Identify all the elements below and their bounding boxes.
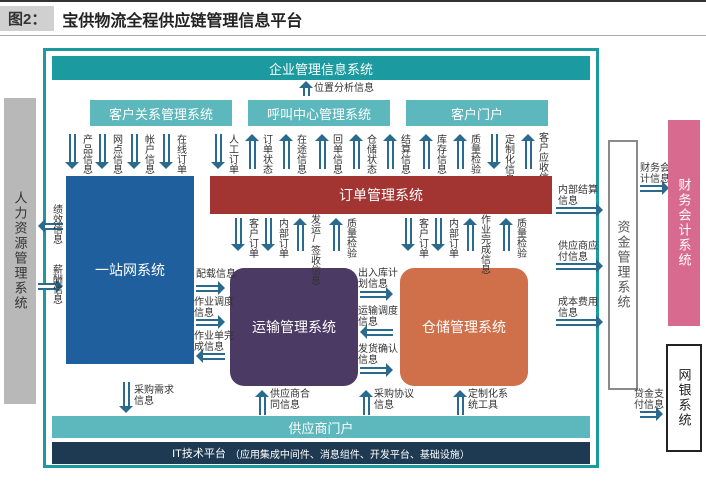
lbl-account: 帐户信息 — [142, 134, 153, 174]
arr-dr — [294, 218, 306, 251]
arr-alloc — [196, 282, 225, 294]
lbl-cust-order: 客户订单 — [246, 218, 257, 258]
box-call-center: 呼叫中心管理系统 — [248, 100, 390, 126]
lbl-perf: 绩效信息 — [50, 204, 61, 244]
lbl-product: 产品信息 — [80, 134, 91, 174]
box-warehouse: 仓储管理系统 — [400, 268, 528, 386]
lbl-cust-order2: 客户订单 — [416, 218, 427, 258]
diagram-canvas: 企业管理信息系统 位置分析信息 客户关系管理系统 呼叫中心管理系统 客户门户 产… — [0, 44, 706, 496]
lbl-manual-order: 人工订单 — [226, 134, 237, 174]
lbl-purchase-contract: 采购协议信息 — [374, 390, 422, 411]
lbl-salary: 薪酬信息 — [50, 264, 61, 304]
it-platform-sub: （应用集成中间件、消息组件、开发平台、基础设施） — [230, 446, 470, 461]
arr1 — [66, 134, 78, 169]
arr-io — [262, 218, 274, 251]
arr8 — [316, 134, 328, 169]
lbl-delivery-receipt: 发运/签收信息 — [308, 214, 319, 285]
lbl-wh-status: 仓储状态 — [364, 134, 375, 174]
arr7 — [280, 134, 292, 169]
lbl-intransit: 在途信息 — [294, 134, 305, 174]
lbl-jobsched: 作业调度信息 — [194, 298, 234, 319]
lbl-pos-analysis: 位置分析信息 — [314, 84, 374, 95]
figure-title: 宝供物流全程供应链管理信息平台 — [62, 7, 302, 31]
arr4 — [160, 134, 172, 169]
arr2 — [96, 134, 108, 169]
lbl-settle: 结算信息 — [398, 134, 409, 174]
box-fin-acct: 财务会计系统 — [668, 120, 700, 326]
arrow-pos-analysis — [300, 81, 312, 96]
arr-qc2 — [330, 218, 342, 251]
box-transport: 运输管理系统 — [230, 268, 358, 386]
arr-qc3 — [500, 218, 512, 251]
arr-supcontract — [256, 390, 268, 415]
box-supplier-portal: 供应商门户 — [52, 416, 590, 438]
lbl-supply-contract: 供应商合同信息 — [270, 390, 318, 411]
arr10 — [384, 134, 396, 169]
box-hr: 人力资源管理系统 — [4, 98, 36, 404]
lbl-internal-order: 内部订单 — [276, 218, 287, 258]
arr5 — [212, 134, 224, 169]
arr3 — [128, 134, 140, 169]
arr-io2 — [432, 218, 444, 251]
box-enterprise-mis: 企业管理信息系统 — [52, 56, 590, 80]
box-crm: 客户关系管理系统 — [90, 100, 232, 126]
lbl-qc2: 质量检验 — [344, 218, 355, 258]
arr-jd2 — [464, 218, 476, 251]
lbl-dispatch: 运输调度信息 — [358, 307, 406, 328]
box-fund-mgmt: 资金管理系统 — [608, 140, 638, 390]
figure-title-bar: 图2： 宝供物流全程供应链管理信息平台 — [0, 0, 706, 36]
arr12 — [454, 134, 466, 169]
arr13 — [488, 134, 500, 169]
box-onestop: 一站网系统 — [66, 176, 194, 364]
lbl-cost: 成本费用信息 — [558, 298, 602, 319]
box-order-mgmt: 订单管理系统 — [210, 176, 552, 214]
lbl-alloc: 配载信息 — [196, 270, 236, 281]
arr14 — [522, 134, 534, 169]
lbl-custom-tool: 定制化系统工具 — [468, 390, 512, 411]
arr11 — [420, 134, 432, 169]
arr-purchreq — [120, 382, 132, 413]
lbl-purchase-req: 采购需求信息 — [134, 386, 178, 407]
lbl-job-done2: 作业完成信息 — [478, 214, 489, 274]
arr9 — [350, 134, 362, 169]
lbl-supplier-ap: 供应商应付信息 — [558, 242, 602, 263]
lbl-internal-settle: 内部结算信息 — [558, 186, 602, 207]
arr6 — [246, 134, 258, 169]
lbl-order-status: 订单状态 — [260, 134, 271, 174]
arr-co — [232, 218, 244, 251]
it-platform-text: IT技术平台 — [172, 445, 226, 461]
lbl-receipt: 回单信息 — [330, 134, 341, 174]
lbl-qc3: 质量检验 — [514, 218, 525, 258]
arr-co2 — [402, 218, 414, 251]
lbl-qc: 质量检验 — [468, 134, 479, 174]
box-customer-portal: 客户门户 — [406, 100, 548, 126]
lbl-loan: 贷金支付信息 — [634, 390, 670, 411]
figure-tag: 图2： — [0, 6, 54, 31]
arr-purchcontract — [360, 390, 372, 415]
box-ebank: 网银系统 — [666, 344, 702, 452]
lbl-jobdone: 作业单完成信息 — [194, 332, 234, 353]
lbl-internal-order2: 内部订单 — [446, 218, 457, 258]
lbl-ioplan: 出入库计划信息 — [358, 269, 406, 290]
lbl-online-order: 在线订单 — [174, 134, 185, 174]
lbl-delconf: 发货确认信息 — [358, 345, 406, 366]
arr-customtool — [454, 390, 466, 415]
box-it-platform: IT技术平台 （应用集成中间件、消息组件、开发平台、基础设施） — [52, 442, 590, 464]
lbl-network: 网点信息 — [110, 134, 121, 174]
lbl-stock: 库存信息 — [434, 134, 445, 174]
